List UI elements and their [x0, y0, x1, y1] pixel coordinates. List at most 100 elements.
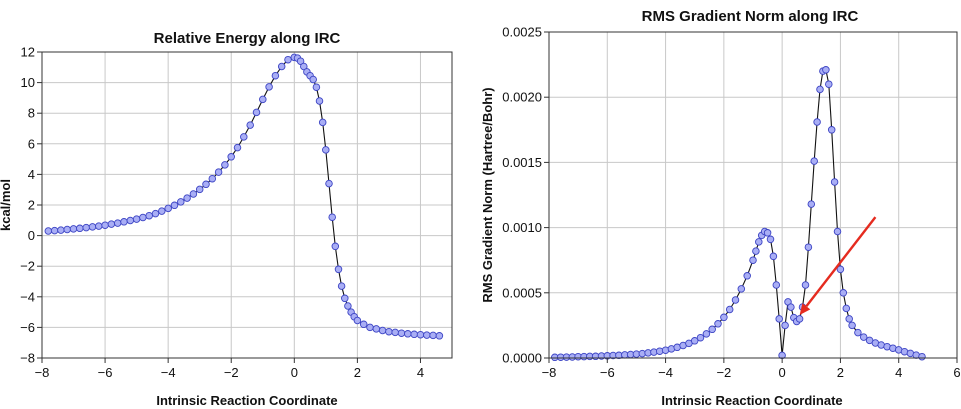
data-point	[158, 207, 166, 215]
data-point	[359, 320, 368, 329]
data-point	[769, 252, 778, 261]
data-point	[277, 62, 286, 71]
y-tick-label: −4	[20, 289, 35, 304]
x-tick-label: −6	[600, 365, 615, 380]
y-tick-label: 8	[28, 106, 35, 121]
data-point	[708, 325, 716, 334]
data-point	[391, 328, 399, 337]
data-point	[337, 282, 346, 290]
data-point	[690, 337, 699, 345]
data-point	[366, 323, 374, 332]
y-tick-label: 0.0005	[502, 285, 542, 300]
x-axis-label: Intrinsic Reaction Coordinate	[156, 393, 337, 408]
data-point	[50, 226, 59, 235]
data-point	[737, 285, 746, 293]
data-point	[95, 222, 103, 230]
x-tick-label: 6	[953, 365, 960, 380]
data-point	[120, 218, 128, 226]
data-point	[312, 83, 321, 91]
y-axis-label: RMS Gradient Norm (Hartree/Bohr)	[480, 87, 495, 302]
data-point	[404, 330, 412, 338]
data-point	[208, 174, 217, 183]
data-point	[318, 118, 327, 127]
data-point	[265, 83, 273, 91]
data-point	[725, 305, 734, 314]
data-point	[353, 316, 362, 325]
data-point	[227, 153, 235, 161]
data-point	[816, 85, 824, 94]
data-point	[259, 95, 267, 104]
data-point	[132, 215, 141, 223]
data-point	[854, 328, 862, 337]
data-point	[139, 213, 147, 222]
data-point	[252, 108, 261, 117]
data-point	[170, 201, 179, 210]
data-point	[331, 242, 340, 251]
data-point	[859, 333, 868, 341]
annotation-arrow-head	[799, 303, 811, 315]
plot-frame	[548, 31, 958, 359]
x-tick-label: 0	[779, 365, 786, 380]
annotations	[799, 216, 877, 315]
data-point	[344, 302, 352, 310]
data-point	[296, 57, 305, 65]
y-tick-label: −2	[20, 259, 35, 274]
data-point	[309, 75, 317, 84]
data-point	[334, 265, 343, 274]
data-point	[781, 321, 789, 330]
y-tick-label: 0	[28, 228, 35, 243]
data-point	[772, 281, 781, 289]
data-point	[69, 225, 78, 233]
x-tick-label: 4	[895, 365, 902, 380]
data-point	[848, 321, 856, 330]
data-point	[271, 71, 280, 80]
data-point	[836, 265, 845, 274]
x-tick-label: −2	[716, 365, 731, 380]
data-point	[397, 329, 406, 337]
x-axis-label: Intrinsic Reaction Coordinate	[661, 393, 842, 408]
data-point	[714, 320, 722, 328]
data-point	[435, 332, 444, 340]
data-point	[113, 219, 122, 227]
y-tick-label: 12	[21, 45, 35, 60]
data-point	[822, 66, 830, 74]
data-point	[322, 146, 330, 154]
y-tick-label: 10	[21, 75, 35, 90]
y-tick-label: 6	[28, 136, 35, 151]
data-point	[284, 55, 292, 64]
data-point	[833, 227, 842, 236]
data-point	[315, 97, 324, 105]
data-point	[164, 204, 172, 213]
data-point	[804, 243, 813, 251]
x-tick-label: −8	[542, 365, 557, 380]
data-point	[918, 352, 926, 361]
data-point	[57, 226, 65, 234]
data-series	[44, 53, 444, 340]
data-point	[825, 80, 833, 88]
y-tick-label: 0.0020	[502, 90, 542, 105]
data-point	[423, 331, 431, 339]
y-tick-label: 0.0010	[502, 220, 542, 235]
data-point	[755, 238, 763, 246]
data-point	[240, 133, 248, 141]
data-point	[151, 209, 160, 218]
data-point	[63, 225, 71, 234]
data-point	[801, 281, 810, 289]
y-tick-label: −8	[20, 351, 35, 366]
annotation-arrow-shaft	[805, 216, 877, 308]
data-point	[731, 296, 740, 304]
data-point	[372, 325, 381, 333]
series-line	[554, 69, 923, 358]
x-tick-label: 4	[417, 365, 424, 380]
relative-energy-chart: Relative Energy along IRC −8 −6 −4 −2 0 2 4 −8…	[0, 30, 453, 408]
data-point	[702, 330, 711, 338]
data-point	[341, 294, 349, 303]
data-point	[189, 190, 198, 198]
data-point	[766, 235, 775, 244]
data-point	[696, 333, 705, 342]
data-point	[246, 121, 254, 129]
gridlines	[548, 31, 958, 359]
y-axis-label: kcal/mol	[0, 179, 13, 231]
y-tick-label: −6	[20, 320, 35, 335]
x-tick-label: 2	[354, 365, 361, 380]
